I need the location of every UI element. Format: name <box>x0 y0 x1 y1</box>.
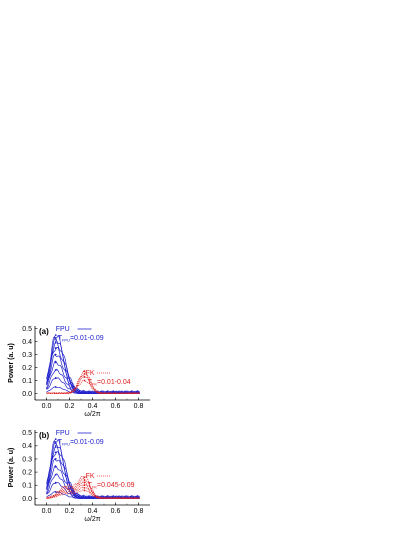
data-point <box>54 481 57 484</box>
x-tick-label: 0.4 <box>88 508 98 515</box>
data-point <box>83 484 86 487</box>
legend-range-sub: FPU <box>62 442 70 447</box>
legend-range-prefix: T <box>58 335 63 342</box>
series-line-fk <box>46 376 140 394</box>
data-point <box>83 476 86 479</box>
data-point <box>54 458 57 460</box>
y-tick-label: 0.4 <box>22 339 32 346</box>
legend-label-fk: FK <box>86 473 95 480</box>
data-point <box>54 490 57 493</box>
series-line-fk <box>46 480 140 499</box>
data-point <box>54 386 57 388</box>
x-tick-label: 0.8 <box>134 403 144 410</box>
chart-panel-a: 0.0 0.1 0.2 0.3 0.4 0.5 0.0 0.2 0.4 0.6 0.8 ω/2π Pow… <box>8 326 150 418</box>
data-point <box>54 341 57 344</box>
data-point <box>54 465 57 468</box>
legend-label-fpu: FPU <box>56 326 70 333</box>
data-point <box>54 338 57 340</box>
chart-panel-b: 0.0 0.1 0.2 0.3 0.4 0.5 0.0 0.2 0.4 0.6 0.8 ω/2π Pow… <box>8 430 150 523</box>
data-point <box>83 486 86 489</box>
data-point <box>54 438 57 441</box>
y-tick-label: 0.5 <box>22 430 32 437</box>
series-line-fk <box>46 483 140 499</box>
y-tick-label: 0.2 <box>22 365 32 372</box>
legend-range: TFK=0.045-0.09 <box>88 482 135 490</box>
data-point <box>54 347 57 349</box>
legend-range: TFPU=0.01-0.09 <box>58 335 104 343</box>
legend-range-value: =0.01-0.04 <box>97 379 131 386</box>
x-axis-label: ω/2π <box>84 411 100 418</box>
series-line-fk <box>46 489 140 499</box>
series-line-fk <box>46 475 140 499</box>
panel-label: (b) <box>39 431 50 440</box>
legend-range-prefix: T <box>88 482 93 489</box>
series-line-fpu <box>46 439 140 499</box>
series-line-fk <box>46 369 140 394</box>
legend-label-fk: FK <box>86 370 95 377</box>
y-tick-label: 0.1 <box>22 378 32 385</box>
panel-label: (a) <box>39 327 49 336</box>
series-line-fpu <box>46 335 140 394</box>
legend-label-fpu: FPU <box>56 430 70 437</box>
y-tick-label: 0.1 <box>22 483 32 490</box>
legend-range-sub: FK <box>92 382 97 387</box>
legend-range-prefix: T <box>88 379 93 386</box>
x-tick-label: 0.8 <box>134 508 144 515</box>
data-point <box>83 489 86 492</box>
y-tick-label: 0.4 <box>22 443 32 450</box>
data-point <box>54 446 57 449</box>
y-tick-label: 0.0 <box>22 496 32 503</box>
y-tick-label: 0.3 <box>22 456 32 463</box>
x-axis-label: ω/2π <box>84 516 100 523</box>
x-tick-label: 0.0 <box>42 508 52 515</box>
legend-range: TFK=0.01-0.04 <box>88 379 131 387</box>
data-point <box>54 473 57 476</box>
legend-range-value: =0.045-0.09 <box>97 482 135 489</box>
series-line-fk <box>46 373 140 394</box>
legend-range-prefix: T <box>58 439 63 446</box>
data-point <box>83 370 86 373</box>
x-tick-label: 0.2 <box>65 403 75 410</box>
data-point <box>54 451 57 454</box>
legend-range-value: =0.01-0.09 <box>70 439 104 446</box>
data-point <box>54 353 57 356</box>
y-tick-label: 0.0 <box>22 391 32 398</box>
data-point <box>54 377 57 379</box>
data-point <box>54 369 57 372</box>
legend-range-sub: FK <box>92 485 97 490</box>
legend-range: TFPU=0.01-0.09 <box>58 439 104 447</box>
data-point <box>54 361 57 364</box>
x-tick-label: 0.2 <box>65 508 75 515</box>
legend-range-value: =0.01-0.09 <box>70 335 104 342</box>
data-point <box>54 334 57 336</box>
y-tick-label: 0.5 <box>22 326 32 333</box>
series-line-fk <box>46 477 140 499</box>
y-axis-label: Power (a. u) <box>8 343 15 383</box>
data-point <box>83 375 86 378</box>
data-point <box>83 379 86 382</box>
x-tick-label: 0.6 <box>111 403 121 410</box>
y-axis-label: Power (a. u) <box>8 448 15 488</box>
y-tick-label: 0.3 <box>22 352 32 359</box>
data-point <box>83 479 86 481</box>
y-tick-label: 0.2 <box>22 470 32 477</box>
data-point <box>83 373 86 375</box>
legend-range-sub: FPU <box>62 338 70 343</box>
x-tick-label: 0.6 <box>111 508 121 515</box>
x-tick-label: 0.4 <box>88 403 98 410</box>
data-point <box>83 481 86 484</box>
x-tick-label: 0.0 <box>42 403 52 410</box>
data-point <box>54 442 57 445</box>
